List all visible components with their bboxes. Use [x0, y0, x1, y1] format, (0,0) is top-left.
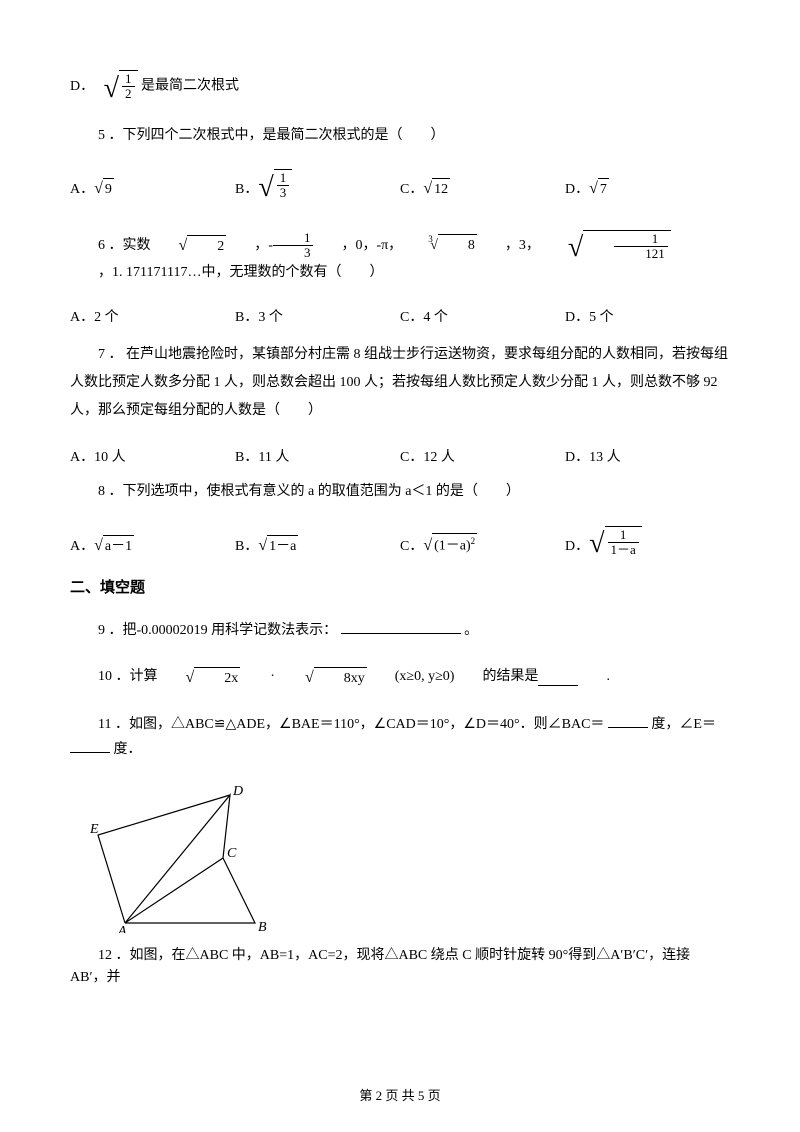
q6-opt-b: B．3 个	[235, 307, 400, 329]
q5-opt-c: C． 12	[400, 169, 565, 202]
option-d-prev: D． √ 12 是最简二次根式	[70, 70, 730, 103]
q8-opt-c: C． (1－a)2	[400, 526, 565, 559]
fig-label-b: B	[258, 920, 267, 933]
fig-label-a: A	[117, 924, 127, 933]
q6-opt-d: D．5 个	[565, 307, 730, 329]
opt-d-text: 是最简二次根式	[141, 79, 239, 94]
fig-label-c: C	[227, 846, 237, 861]
page-footer: 第 2 页 共 5 页	[0, 1086, 800, 1107]
q5-opt-b: B． √ 13	[235, 169, 400, 202]
q11-blank-2[interactable]	[70, 737, 110, 753]
question-8: 8 ．下列选项中，使根式有意义的 a 的取值范围为 a＜1 的是（ ）	[70, 481, 730, 503]
q10-blank[interactable]	[538, 670, 578, 686]
q8-opt-d: D． √ 11－a	[565, 526, 730, 559]
q6-options: A．2 个 B．3 个 C．4 个 D．5 个	[70, 307, 730, 329]
q6-opt-a: A．2 个	[70, 307, 235, 329]
question-6: 6 ．实数 2 ，- 13 ，0，-π， 3√8 ，3， √ 1121 ，1. …	[70, 230, 730, 285]
section-2-title: 二、填空题	[70, 576, 730, 600]
q9-blank[interactable]	[341, 618, 461, 634]
question-9: 9 ．把-0.00002019 用科学记数法表示： 。	[70, 618, 730, 642]
q7-stem: 7 ． 在芦山地震抢险时，某镇部分村庄需 8 组战士步行运送物资，要求每组分配的…	[70, 341, 730, 425]
q11-blank-1[interactable]	[608, 712, 648, 728]
q7-opt-a: A．10 人	[70, 447, 235, 469]
q11-figure: D E C A B	[90, 783, 730, 933]
q8-opt-a: A． a－1	[70, 526, 235, 559]
sqrt-frac-1-2: √ 12	[104, 70, 138, 103]
q5-opt-d: D． 7	[565, 169, 730, 202]
q5-stem: 5 ．下列四个二次根式中，是最简二次根式的是（ ）	[70, 125, 730, 147]
q8-options: A． a－1 B． 1－a C． (1－a)2 D． √ 11－a	[70, 526, 730, 559]
q6-opt-c: C．4 个	[400, 307, 565, 329]
q7-opt-c: C．12 人	[400, 447, 565, 469]
question-12: 12 ．如图，在△ABC 中，AB=1，AC=2，现将△ABC 绕点 C 顺时针…	[70, 945, 730, 990]
fig-label-e: E	[90, 822, 99, 837]
question-11: 11 ．如图，△ABC≌△ADE，∠BAE＝110°，∠CAD＝10°，∠D＝4…	[70, 712, 730, 761]
q7-opt-d: D．13 人	[565, 447, 730, 469]
cube-root-icon: 3√8	[402, 234, 477, 257]
question-7: 7 ． 在芦山地震抢险时，某镇部分村庄需 8 组战士步行运送物资，要求每组分配的…	[70, 341, 730, 425]
q7-opt-b: B．11 人	[235, 447, 400, 469]
question-10: 10 ．计算 2x · 8xy (x≥0, y≥0) 的结果是 .	[70, 665, 730, 691]
q5-options: A． 9 B． √ 13 C． 12 D． 7	[70, 169, 730, 202]
q5-opt-a: A． 9	[70, 169, 235, 202]
q7-options: A．10 人 B．11 人 C．12 人 D．13 人	[70, 447, 730, 469]
q8-stem: 8 ．下列选项中，使根式有意义的 a 的取值范围为 a＜1 的是（ ）	[70, 481, 730, 503]
question-5: 5 ．下列四个二次根式中，是最简二次根式的是（ ）	[70, 125, 730, 147]
opt-d-label: D．	[70, 79, 94, 94]
q8-opt-b: B． 1－a	[235, 526, 400, 559]
fig-label-d: D	[232, 784, 243, 799]
